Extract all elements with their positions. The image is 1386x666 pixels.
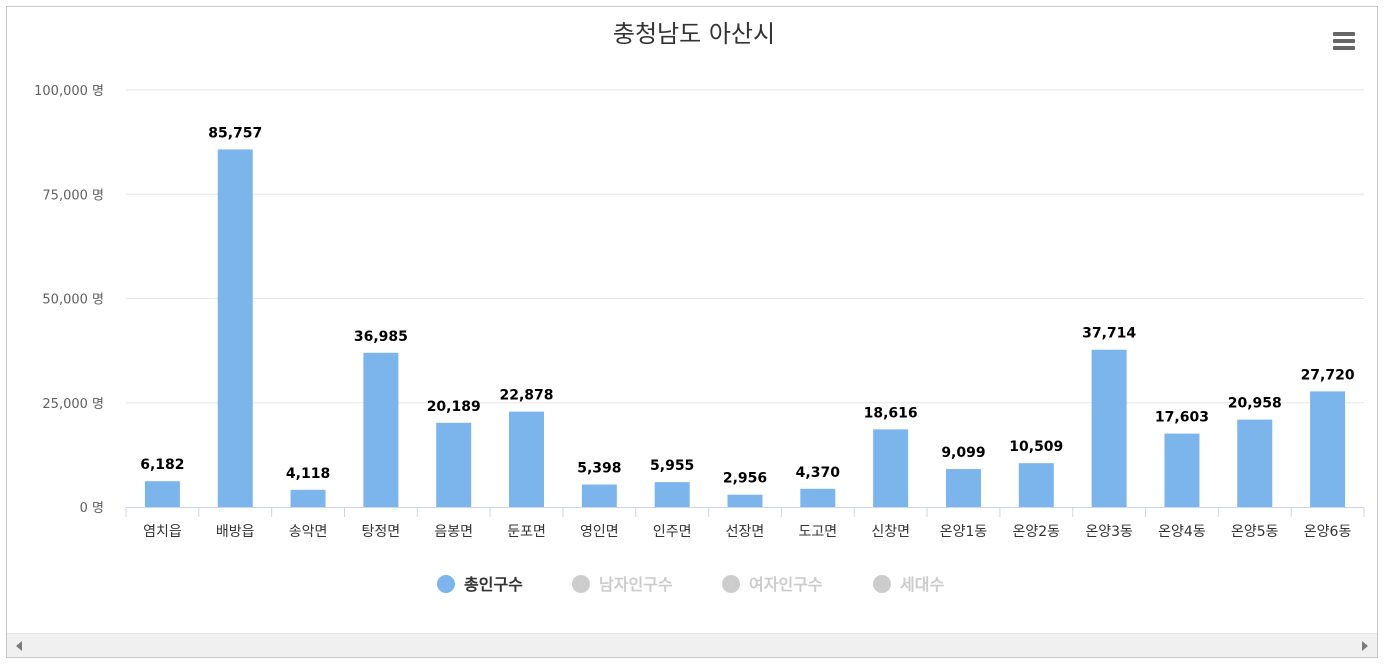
y-tick-label: 25,000 명 [42, 397, 104, 412]
data-label: 5,398 [577, 460, 621, 476]
legend-item[interactable]: 남자인구수 [572, 575, 673, 594]
y-tick-label: 50,000 명 [42, 293, 104, 308]
bar[interactable] [1091, 349, 1127, 507]
arrow-left-icon[interactable] [16, 641, 22, 651]
data-label: 85,757 [208, 125, 262, 141]
legend-label: 세대수 [900, 575, 944, 594]
data-label: 2,956 [723, 471, 767, 487]
legend-label: 여자인구수 [749, 575, 823, 594]
bar[interactable] [873, 429, 909, 507]
bar[interactable] [144, 481, 180, 507]
data-label: 6,182 [140, 457, 184, 473]
data-label: 4,370 [796, 465, 841, 481]
chart-title: 충청남도 아산시 [613, 20, 775, 48]
data-label: 27,720 [1301, 367, 1355, 383]
x-tick-label: 배방읍 [216, 524, 255, 540]
x-tick-label: 둔포면 [507, 524, 546, 540]
data-label: 4,118 [286, 466, 330, 482]
bar[interactable] [509, 411, 545, 507]
data-labels: 6,182 85,757 4,118 36,985 20,189 22,878 5,398 5… [140, 125, 1355, 486]
legend-marker [873, 575, 891, 593]
legend: 총인구수 남자인구수 여자인구수 세대수 [437, 575, 944, 594]
y-tick-label: 75,000 명 [42, 188, 104, 203]
x-tick-label: 음봉면 [434, 524, 473, 540]
data-label: 20,958 [1228, 396, 1282, 412]
bar[interactable] [581, 484, 617, 507]
data-label: 10,509 [1009, 439, 1063, 455]
x-tick-label: 탕정면 [362, 524, 401, 540]
legend-item[interactable]: 세대수 [873, 575, 944, 594]
horizontal-scrollbar[interactable] [7, 633, 1377, 657]
bar[interactable] [217, 149, 253, 507]
x-tick-label: 송악면 [289, 524, 328, 540]
bar[interactable] [290, 489, 326, 507]
bar[interactable] [800, 488, 836, 507]
data-label: 18,616 [864, 405, 918, 421]
x-tick-label: 온양5동 [1231, 524, 1279, 540]
x-tick-label: 영인면 [580, 524, 619, 540]
data-label: 36,985 [354, 329, 408, 345]
data-label: 20,189 [427, 399, 481, 415]
bar[interactable] [363, 352, 399, 507]
x-axis: 염치읍 배방읍 송악면 탕정면 음봉면 둔포면 영인면 인주면 선장면 도고면 신창면 온양1동 온양2… [125, 507, 1365, 540]
legend-item[interactable]: 여자인구수 [722, 575, 823, 594]
x-tick-label: 염치읍 [143, 524, 182, 540]
data-label: 9,099 [941, 445, 985, 461]
x-tick-label: 인주면 [653, 524, 692, 540]
arrow-right-icon[interactable] [1362, 641, 1368, 651]
data-label: 37,714 [1082, 326, 1136, 342]
x-tick-label: 온양4동 [1158, 524, 1206, 540]
bar[interactable] [1018, 463, 1054, 507]
bar[interactable] [1237, 419, 1273, 507]
x-tick-label: 온양1동 [940, 524, 988, 540]
x-tick-label: 도고면 [799, 524, 838, 540]
bar[interactable] [727, 494, 763, 507]
grid-lines [126, 89, 1364, 404]
legend-label: 남자인구수 [599, 575, 673, 594]
hamburger-menu-icon[interactable] [1330, 28, 1358, 54]
bar[interactable] [1310, 391, 1346, 507]
x-tick-label: 온양6동 [1304, 524, 1352, 540]
x-tick-label: 선장면 [726, 524, 765, 540]
legend-marker [572, 575, 590, 593]
y-tick-label: 0 명 [80, 501, 104, 516]
bars [144, 149, 1346, 507]
y-tick-label: 100,000 명 [34, 84, 104, 99]
y-axis-labels: 0 명 25,000 명 50,000 명 75,000 명 100,000 명 [34, 84, 104, 516]
legend-marker [437, 575, 455, 593]
bar[interactable] [945, 469, 981, 507]
bar[interactable] [654, 482, 690, 507]
data-label: 5,955 [650, 458, 694, 474]
legend-label: 총인구수 [464, 575, 523, 594]
x-tick-label: 온양3동 [1085, 524, 1133, 540]
data-label: 17,603 [1155, 410, 1209, 426]
x-tick-label: 신창면 [871, 524, 910, 540]
data-label: 22,878 [500, 388, 554, 404]
legend-item[interactable]: 총인구수 [437, 575, 523, 594]
bar[interactable] [436, 422, 472, 507]
legend-marker [722, 575, 740, 593]
bar[interactable] [1164, 433, 1200, 507]
x-tick-label: 온양2동 [1013, 524, 1061, 540]
